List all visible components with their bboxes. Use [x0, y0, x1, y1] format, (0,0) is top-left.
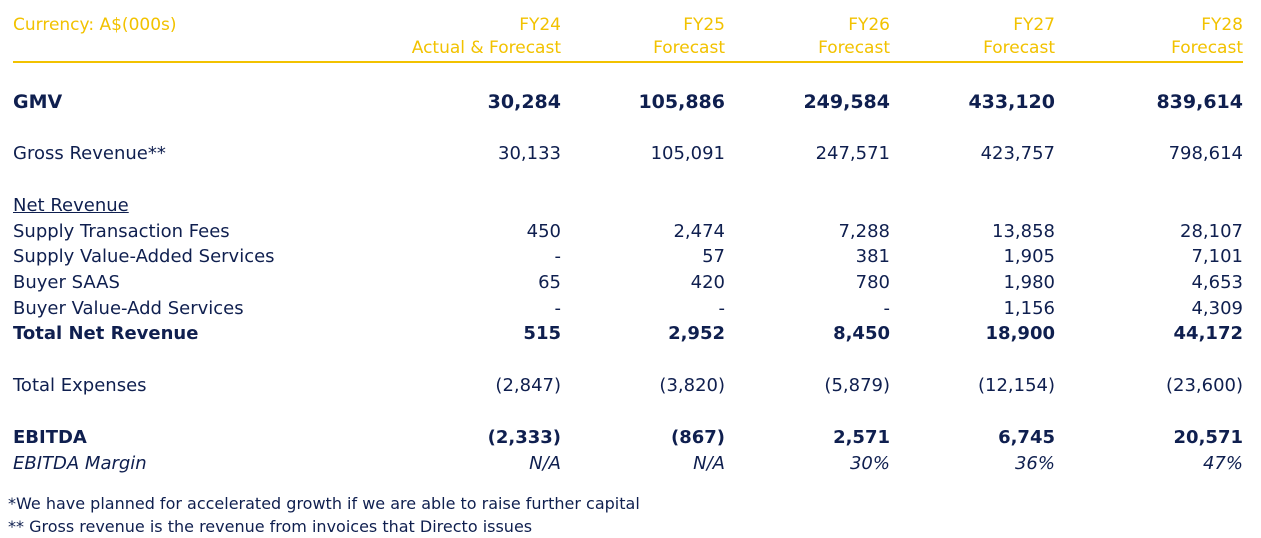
cell-buyer-vas-fy25: -	[718, 298, 726, 319]
cell-gross-revenue-fy28: 798,614	[1168, 143, 1243, 164]
cell-total-net-revenue-fy27: 18,900	[985, 323, 1055, 344]
cell-total-net-revenue-fy28: 44,172	[1173, 323, 1243, 344]
cell-buyer-saas-fy25: 420	[690, 272, 725, 293]
row-label-total-net-revenue: Total Net Revenue	[13, 323, 199, 344]
cell-total-expenses-fy26: (5,879)	[824, 375, 890, 396]
row-label-buyer-vas: Buyer Value-Add Services	[13, 298, 244, 319]
row-label-supply-transaction-fees: Supply Transaction Fees	[13, 221, 230, 242]
cell-buyer-vas-fy26: -	[883, 298, 891, 319]
cell-buyer-saas-fy28: 4,653	[1191, 272, 1243, 293]
cell-gross-revenue-fy26: 247,571	[815, 143, 890, 164]
cell-buyer-saas-fy27: 1,980	[1003, 272, 1055, 293]
cell-total-net-revenue-fy26: 8,450	[833, 323, 890, 344]
cell-ebitda-fy25: (867)	[670, 427, 725, 448]
cell-total-expenses-fy24: (2,847)	[495, 375, 561, 396]
cell-total-expenses-fy28: (23,600)	[1165, 375, 1243, 396]
row-label-gmv: GMV	[13, 91, 63, 113]
row-label-total-expenses: Total Expenses	[13, 375, 147, 396]
row-label-buyer-saas: Buyer SAAS	[13, 272, 120, 293]
cell-supply-transaction-fees-fy27: 13,858	[992, 221, 1055, 242]
column-header-fy25-year: FY25	[683, 15, 725, 35]
cell-total-expenses-fy25: (3,820)	[659, 375, 725, 396]
cell-total-net-revenue-fy24: 515	[523, 323, 561, 344]
column-header-fy28-sub: Forecast	[1171, 38, 1243, 58]
row-label-supply-vas: Supply Value-Added Services	[13, 246, 275, 267]
cell-supply-vas-fy24: -	[554, 246, 562, 267]
column-header-fy25-sub: Forecast	[653, 38, 725, 58]
cell-gmv-fy26: 249,584	[803, 91, 890, 113]
cell-gmv-fy28: 839,614	[1156, 91, 1243, 113]
cell-total-expenses-fy27: (12,154)	[977, 375, 1055, 396]
cell-gross-revenue-fy27: 423,757	[980, 143, 1055, 164]
cell-ebitda-margin-fy28: 47%	[1202, 453, 1243, 474]
cell-ebitda-margin-fy26: 30%	[849, 453, 890, 474]
cell-gross-revenue-fy24: 30,133	[498, 143, 561, 164]
column-header-fy28-year: FY28	[1201, 15, 1243, 35]
column-header-fy24-sub: Actual & Forecast	[411, 38, 561, 58]
cell-total-net-revenue-fy25: 2,952	[668, 323, 725, 344]
footnote-2: ** Gross revenue is the revenue from inv…	[8, 517, 533, 536]
cell-gmv-fy25: 105,886	[638, 91, 725, 113]
cell-gross-revenue-fy25: 105,091	[650, 143, 725, 164]
column-header-fy27-year: FY27	[1013, 15, 1055, 35]
cell-ebitda-fy28: 20,571	[1173, 427, 1243, 448]
cell-supply-transaction-fees-fy24: 450	[526, 221, 561, 242]
cell-ebitda-fy27: 6,745	[998, 427, 1055, 448]
column-header-fy26-sub: Forecast	[818, 38, 890, 58]
row-label-ebitda-margin: EBITDA Margin	[13, 453, 147, 474]
cell-supply-vas-fy27: 1,905	[1003, 246, 1055, 267]
cell-ebitda-margin-fy24: N/A	[529, 453, 561, 474]
column-header-fy24-year: FY24	[519, 15, 561, 35]
cell-supply-vas-fy28: 7,101	[1191, 246, 1243, 267]
cell-buyer-saas-fy26: 780	[855, 272, 890, 293]
cell-ebitda-margin-fy25: N/A	[693, 453, 725, 474]
cell-supply-vas-fy25: 57	[702, 246, 725, 267]
cell-supply-transaction-fees-fy26: 7,288	[838, 221, 890, 242]
net-revenue-heading: Net Revenue	[13, 195, 129, 216]
cell-supply-transaction-fees-fy25: 2,474	[673, 221, 725, 242]
cell-buyer-vas-fy27: 1,156	[1003, 298, 1055, 319]
cell-ebitda-fy26: 2,571	[833, 427, 890, 448]
header-divider	[13, 61, 1243, 63]
column-header-fy26-year: FY26	[848, 15, 890, 35]
row-label-gross-revenue: Gross Revenue**	[13, 143, 166, 164]
cell-gmv-fy27: 433,120	[968, 91, 1055, 113]
row-label-ebitda: EBITDA	[13, 427, 87, 448]
cell-buyer-saas-fy24: 65	[538, 272, 561, 293]
currency-label: Currency: A$(000s)	[13, 15, 177, 35]
cell-gmv-fy24: 30,284	[487, 91, 561, 113]
cell-supply-vas-fy26: 381	[855, 246, 890, 267]
cell-supply-transaction-fees-fy28: 28,107	[1180, 221, 1243, 242]
cell-buyer-vas-fy24: -	[554, 298, 562, 319]
cell-buyer-vas-fy28: 4,309	[1191, 298, 1243, 319]
cell-ebitda-margin-fy27: 36%	[1014, 453, 1055, 474]
footnote-1: *We have planned for accelerated growth …	[8, 494, 640, 513]
column-header-fy27-sub: Forecast	[983, 38, 1055, 58]
cell-ebitda-fy24: (2,333)	[487, 427, 561, 448]
